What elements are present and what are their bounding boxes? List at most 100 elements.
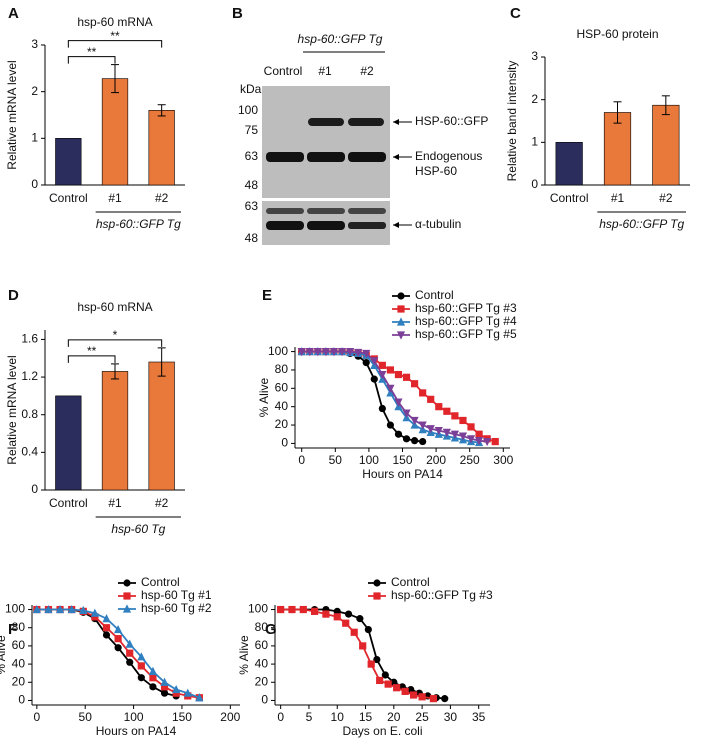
marker (114, 635, 122, 643)
legend-item: hsp-60::GFP Tg #3 (392, 301, 517, 315)
band (266, 152, 304, 162)
marker (393, 684, 401, 692)
significance-label: ** (87, 344, 97, 358)
marker (160, 683, 169, 691)
band (348, 152, 386, 162)
marker (373, 655, 381, 664)
y-tick-label: 60 (255, 638, 269, 652)
y-tick-label: 80 (275, 362, 289, 376)
legend-item: hsp-60 Tg #2 (118, 601, 212, 615)
marker (410, 691, 418, 699)
marker (459, 416, 467, 425)
marker (370, 357, 379, 366)
marker (102, 631, 111, 639)
marker (450, 430, 460, 439)
marker (394, 398, 403, 407)
x-tick-label: Control (550, 191, 589, 205)
marker (378, 370, 387, 380)
marker (467, 423, 475, 431)
band (266, 221, 304, 230)
marker (475, 430, 483, 438)
marker (311, 607, 319, 615)
marker (491, 437, 499, 446)
x-tick-label: 10 (331, 710, 345, 724)
marker (384, 680, 392, 688)
group-label: hsp-60 Tg (111, 522, 165, 536)
marker (390, 678, 398, 686)
marker (359, 642, 367, 650)
marker (378, 361, 386, 369)
x-tick-label: 15 (359, 710, 373, 724)
y-tick-label: 3 (531, 49, 538, 63)
marker (373, 579, 381, 587)
y-axis-label: % Alive (237, 635, 251, 675)
legend-item: hsp-60::GFP Tg #4 (392, 314, 517, 328)
x-tick-label: 150 (392, 453, 412, 467)
x-axis-label: Hours on PA14 (362, 467, 443, 481)
lane-label: #1 (318, 64, 332, 78)
x-tick-label: 25 (415, 710, 429, 724)
marker (386, 421, 395, 429)
y-tick-label: 1.2 (21, 369, 38, 383)
marker (342, 619, 350, 627)
panel-letter: C (510, 5, 521, 22)
x-tick-label: 100 (359, 453, 379, 467)
x-tick-label: 30 (444, 710, 458, 724)
chart-panel: E 0 20 40 60 80 100 % Alive 0 50 100 150 200 250 300 Ho… (257, 287, 517, 481)
marker (345, 347, 355, 357)
x-tick-label: 50 (79, 710, 93, 724)
marker (370, 375, 378, 383)
marker (344, 610, 353, 618)
significance-bracket (67, 339, 163, 347)
y-tick-label: 2 (531, 92, 538, 106)
band (348, 118, 384, 126)
x-tick-label: Control (49, 191, 88, 205)
y-axis-label: % Alive (0, 635, 8, 675)
marker (183, 688, 192, 697)
ladder-label: 75 (245, 123, 259, 137)
marker (362, 349, 371, 359)
arrowhead (393, 119, 399, 125)
y-tick-label: 0 (531, 177, 538, 191)
marker (333, 607, 341, 615)
marker (329, 347, 339, 357)
legend-label: hsp-60::GFP Tg #3 (391, 588, 493, 602)
marker (394, 370, 403, 379)
marker (114, 624, 123, 634)
y-tick-label: 100 (268, 344, 288, 358)
chart-panel: G 0 20 40 60 80 100 % Alive 0 5 10 15 20 25 30 35 Days o… (237, 575, 493, 738)
panel-letter: A (8, 5, 19, 22)
x-tick-label: 100 (124, 710, 144, 724)
marker (321, 347, 331, 357)
x-tick-label: #2 (659, 191, 673, 205)
marker (364, 625, 372, 634)
marker (458, 432, 468, 441)
marker (376, 676, 384, 685)
ladder-label: 48 (245, 231, 259, 245)
unit-label: kDa (240, 82, 262, 96)
band-label: α-tubulin (415, 217, 461, 231)
y-tick-label: 60 (275, 380, 289, 394)
x-tick-label: #2 (155, 496, 169, 510)
ladder-label: 48 (245, 178, 259, 192)
marker (333, 613, 341, 621)
marker (122, 604, 132, 613)
marker (160, 677, 169, 686)
marker (429, 695, 438, 703)
x-tick-label: Control (49, 496, 88, 510)
y-tick-label: 0 (18, 693, 25, 707)
series-line (280, 608, 434, 700)
band (307, 208, 345, 214)
band (307, 152, 345, 162)
y-tick-label: 20 (255, 674, 269, 688)
marker (91, 613, 99, 621)
legend-label: Control (415, 288, 454, 302)
marker (435, 403, 443, 411)
marker (427, 395, 435, 403)
marker (418, 693, 426, 701)
marker (362, 359, 370, 367)
error-bar (111, 363, 119, 380)
x-tick-label: #2 (155, 191, 169, 205)
arrowhead (393, 154, 399, 160)
